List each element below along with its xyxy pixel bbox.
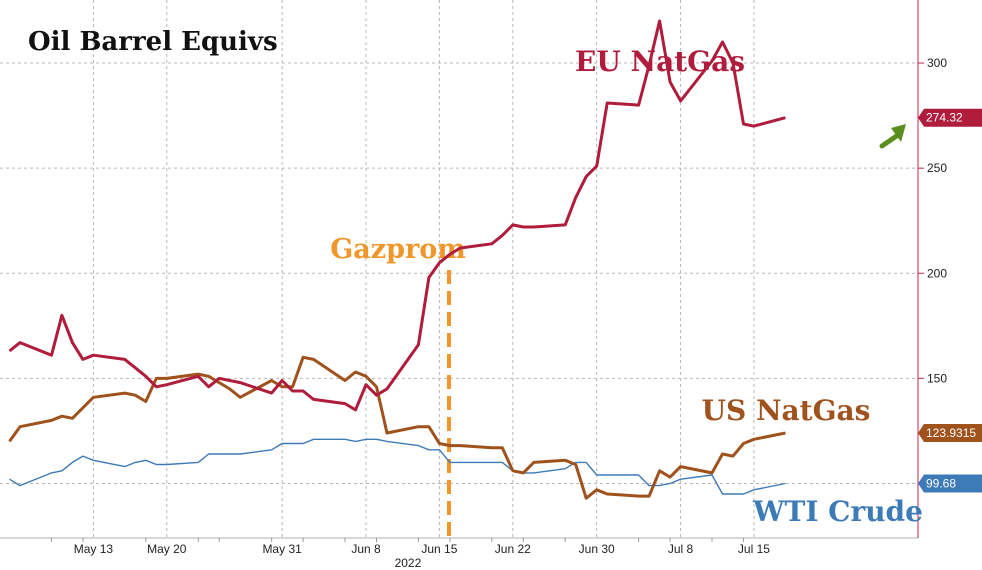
last-value-badge: 99.68: [918, 474, 982, 493]
x-tick-label: May 13: [74, 542, 114, 556]
x-tick-label: Jul 8: [668, 542, 694, 556]
x-tick-label: Jul 15: [738, 542, 770, 556]
y-tick-label: 250: [927, 161, 947, 175]
y-tick-label: 150: [927, 371, 947, 385]
last-value-text: 99.68: [926, 476, 956, 490]
last-value-badges: 274.32 123.9315 99.68: [918, 108, 982, 493]
x-tick-label: May 20: [147, 542, 187, 556]
x-tick-label: Jun 30: [579, 542, 615, 556]
x-tick-label: May 31: [262, 542, 302, 556]
event-label: Gazprom: [330, 234, 466, 265]
series-line-wti-crude: [9, 438, 786, 495]
x-tick-label: Jun 8: [351, 542, 381, 556]
series-lines: [8, 19, 786, 500]
x-tick-label: Jun 15: [421, 542, 457, 556]
y-tick-label: 200: [927, 266, 947, 280]
series-labels: EU NatGas US NatGas WTI Crude: [575, 45, 923, 528]
series-line-eu-natgas: [8, 19, 786, 412]
series-label: US NatGas: [702, 394, 871, 427]
x-tick-label: Jun 22: [495, 542, 531, 556]
x-axis-year: 2022: [395, 556, 422, 570]
gazprom-event-marker: Gazprom: [330, 234, 466, 540]
chart-title: Oil Barrel Equivs: [28, 27, 278, 57]
grid: [0, 0, 918, 538]
trend-arrow-icon: [879, 124, 906, 149]
last-value-badge: 274.32: [918, 108, 982, 127]
last-value-badge: 123.9315: [918, 424, 982, 443]
series-line-us-natgas: [8, 355, 786, 500]
series-label: EU NatGas: [575, 45, 745, 78]
y-axis-ticks: 150 200 250 300: [918, 56, 947, 484]
y-tick-label: 300: [927, 56, 947, 70]
series-label: WTI Crude: [752, 495, 923, 528]
last-value-text: 274.32: [926, 111, 963, 125]
last-value-text: 123.9315: [926, 426, 976, 440]
x-axis-ticks: May 13 May 20 May 31 Jun 8 Jun 15 Jun 22 Jun 3…: [50, 538, 770, 570]
